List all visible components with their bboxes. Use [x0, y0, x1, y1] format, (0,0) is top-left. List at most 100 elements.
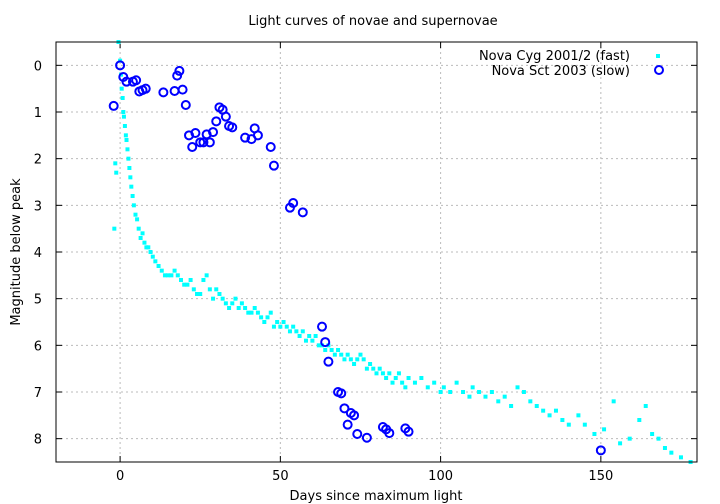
data-point-nova-cyg — [541, 408, 546, 413]
data-point-nova-cyg — [294, 329, 299, 334]
data-point-nova-sct — [198, 137, 209, 148]
data-point-nova-cyg — [207, 287, 212, 292]
data-point-nova-sct — [115, 60, 126, 71]
data-point-nova-cyg — [521, 390, 526, 394]
data-point-nova-cyg — [227, 306, 232, 310]
data-point-nova-cyg — [172, 268, 177, 273]
data-point-nova-cyg — [169, 273, 174, 278]
data-point-nova-cyg — [265, 315, 270, 320]
data-point-nova-cyg — [662, 446, 667, 450]
data-point-nova-sct — [349, 410, 360, 421]
data-point-nova-sct — [403, 426, 414, 437]
series-nova-sct — [108, 60, 606, 456]
data-point-nova-sct — [342, 419, 353, 430]
data-point-nova-cyg — [553, 408, 558, 413]
y-axis-ticks: 0 1 2 3 4 5 6 7 8 — [34, 59, 697, 448]
data-point-nova-cyg — [138, 236, 143, 240]
data-point-nova-cyg — [188, 278, 193, 282]
data-point-nova-cyg — [483, 394, 488, 399]
data-point-nova-cyg — [127, 166, 132, 170]
y-tick-label: 8 — [34, 433, 42, 448]
data-point-nova-cyg — [467, 394, 472, 399]
data-point-nova-sct — [384, 428, 395, 439]
data-point-nova-cyg — [534, 404, 539, 408]
data-point-nova-cyg — [454, 380, 459, 385]
data-point-nova-cyg — [496, 399, 501, 404]
data-point-nova-sct — [227, 122, 238, 133]
y-tick-label: 6 — [34, 339, 42, 354]
data-point-nova-cyg — [113, 161, 118, 166]
data-point-nova-sct — [268, 160, 279, 171]
data-point-nova-cyg — [387, 371, 392, 376]
data-point-nova-cyg — [255, 310, 260, 315]
data-point-nova-cyg — [191, 287, 196, 292]
x-axis-label: Days since maximum light — [290, 489, 463, 504]
data-point-nova-cyg — [390, 380, 395, 385]
data-point-nova-cyg — [198, 292, 203, 296]
data-point-nova-cyg — [358, 352, 363, 357]
data-point-nova-sct — [361, 432, 372, 443]
data-point-nova-sct — [131, 75, 142, 86]
data-point-nova-cyg — [377, 366, 382, 371]
data-point-nova-cyg — [528, 399, 533, 404]
data-point-nova-cyg — [489, 390, 494, 394]
data-point-nova-sct — [121, 76, 132, 87]
data-point-nova-cyg — [201, 278, 206, 282]
y-tick-label: 2 — [34, 153, 42, 168]
data-point-nova-cyg — [412, 380, 417, 385]
data-point-nova-cyg — [669, 450, 674, 455]
data-point-nova-cyg — [246, 310, 251, 315]
data-point-nova-cyg — [406, 376, 411, 380]
y-tick-label: 5 — [34, 293, 42, 308]
data-point-nova-cyg — [342, 357, 347, 362]
data-point-nova-cyg — [345, 352, 350, 357]
data-point-nova-cyg — [128, 175, 133, 180]
data-point-nova-cyg — [592, 432, 597, 436]
data-point-nova-sct — [220, 111, 231, 122]
data-point-nova-sct — [187, 142, 198, 152]
x-tick-label: 150 — [588, 469, 613, 484]
data-point-nova-cyg — [131, 203, 136, 208]
data-point-nova-cyg — [182, 282, 187, 287]
y-tick-label: 1 — [34, 106, 42, 121]
data-point-nova-sct — [595, 445, 606, 456]
data-point-nova-cyg — [303, 338, 308, 343]
data-point-nova-sct — [240, 132, 251, 143]
x-tick-label: 50 — [272, 469, 289, 484]
data-point-nova-cyg — [380, 371, 385, 376]
data-point-nova-cyg — [332, 352, 337, 357]
data-point-nova-sct — [108, 100, 119, 111]
data-point-nova-cyg — [129, 184, 134, 189]
data-point-nova-cyg — [123, 133, 128, 138]
data-point-nova-cyg — [243, 306, 248, 310]
data-point-nova-cyg — [146, 245, 151, 250]
data-point-nova-sct — [208, 127, 219, 138]
data-point-nova-cyg — [120, 96, 125, 100]
x-tick-label: 100 — [428, 469, 453, 484]
data-point-nova-cyg — [560, 418, 565, 422]
data-point-nova-cyg — [438, 390, 443, 394]
data-point-nova-sct — [195, 137, 206, 148]
data-point-nova-cyg — [220, 296, 225, 301]
data-point-nova-cyg — [291, 324, 296, 329]
data-point-nova-cyg — [136, 226, 141, 231]
data-point-nova-cyg — [268, 310, 273, 315]
data-point-nova-cyg — [204, 273, 209, 278]
data-point-nova-cyg — [329, 348, 334, 352]
data-point-nova-sct — [265, 142, 276, 152]
data-point-nova-cyg — [297, 334, 302, 338]
chart-title: Light curves of novae and supernovae — [248, 14, 497, 29]
grid-lines — [56, 42, 697, 462]
data-point-nova-cyg — [259, 315, 264, 320]
y-tick-label: 3 — [34, 199, 42, 214]
legend-label-nova-sct: Nova Sct 2003 (slow) — [492, 64, 630, 79]
data-point-nova-cyg — [515, 385, 520, 390]
data-point-nova-sct — [204, 137, 215, 148]
data-point-nova-cyg — [130, 194, 135, 198]
legend-label-nova-cyg: Nova Cyg 2001/2 (fast) — [479, 49, 630, 64]
data-point-nova-cyg — [384, 376, 389, 380]
data-point-nova-cyg — [262, 320, 267, 324]
data-point-nova-cyg — [300, 329, 305, 334]
data-point-nova-cyg — [252, 306, 257, 310]
data-point-nova-cyg — [211, 296, 216, 301]
